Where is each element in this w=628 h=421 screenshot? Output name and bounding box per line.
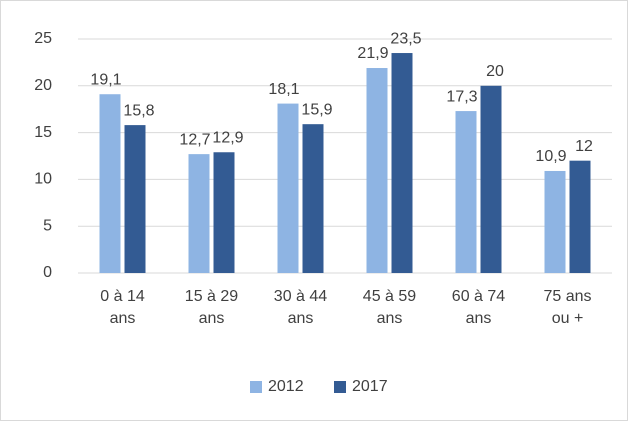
- y-tick-label: 0: [43, 264, 52, 281]
- data-label: 10,9: [535, 148, 566, 165]
- data-label: 12: [575, 138, 593, 155]
- bar: [480, 85, 502, 273]
- data-label: 20: [486, 63, 504, 80]
- x-tick-label: 75 ans ou +: [543, 288, 592, 327]
- data-label: 12,7: [179, 131, 210, 148]
- bar: [124, 125, 146, 273]
- bar: [366, 68, 388, 274]
- data-label: 17,3: [446, 88, 477, 105]
- data-label: 19,1: [90, 71, 121, 88]
- data-label: 23,5: [390, 30, 421, 47]
- legend-label: 2017: [352, 378, 388, 395]
- y-tick-label: 25: [34, 30, 52, 47]
- legend-swatch: [334, 381, 346, 393]
- bar: [213, 152, 235, 273]
- legend-swatch: [250, 381, 262, 393]
- data-label: 18,1: [268, 81, 299, 98]
- bar: [277, 103, 299, 273]
- x-tick-label: 30 à 44 ans: [273, 288, 328, 327]
- x-tick-label: 15 à 29 ans: [184, 288, 239, 327]
- y-tick-label: 5: [43, 217, 52, 234]
- x-tick-label: 0 à 14 ans: [100, 288, 145, 327]
- bar: [544, 170, 566, 273]
- bar: [455, 111, 477, 274]
- bar: [302, 124, 324, 274]
- data-label: 12,9: [212, 129, 243, 146]
- legend-label: 2012: [268, 378, 304, 395]
- bar: [188, 154, 210, 273]
- x-tick-label: 60 à 74 ans: [451, 288, 506, 327]
- y-tick-label: 10: [34, 171, 52, 188]
- data-label: 21,9: [357, 45, 388, 62]
- bar: [99, 94, 121, 273]
- x-tick-label: 45 à 59 ans: [362, 288, 417, 327]
- bar: [391, 53, 413, 273]
- y-tick-label: 20: [34, 77, 52, 94]
- data-label: 15,9: [301, 101, 332, 118]
- y-tick-label: 15: [34, 124, 52, 141]
- bar: [569, 160, 591, 273]
- data-label: 15,8: [123, 102, 154, 119]
